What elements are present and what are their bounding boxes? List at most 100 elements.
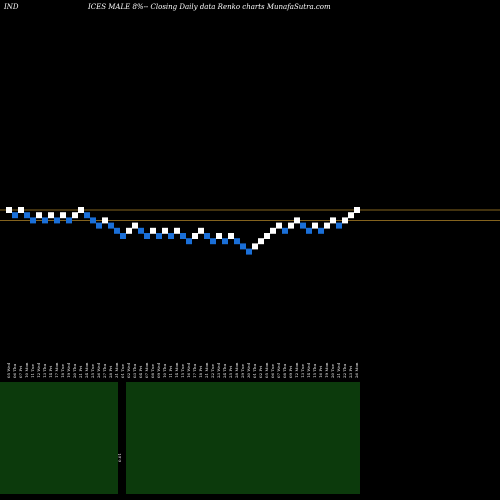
down-brick bbox=[84, 212, 90, 219]
x-tick-label: 19 Wed bbox=[66, 362, 71, 378]
up-brick bbox=[48, 212, 54, 219]
up-brick bbox=[252, 243, 258, 250]
x-tick-label: 16 Wed bbox=[186, 362, 191, 378]
x-tick-label: 21 Mon bbox=[204, 362, 209, 378]
x-tick-label: 06 Tue bbox=[270, 363, 275, 378]
x-tick-label: 25 Tue bbox=[90, 363, 95, 378]
down-brick bbox=[138, 227, 144, 234]
x-tick-label: 28 Fri bbox=[108, 365, 113, 378]
up-brick bbox=[312, 222, 318, 229]
down-brick bbox=[90, 217, 96, 224]
x-tick-label: 01 Tue bbox=[120, 363, 125, 378]
x-tick-label: 22 Thu bbox=[342, 363, 347, 378]
down-brick bbox=[204, 233, 210, 239]
up-brick bbox=[270, 227, 276, 234]
x-tick-label: 10 Mon bbox=[24, 362, 29, 378]
x-tick-label: 20 Thu bbox=[72, 363, 77, 378]
up-brick bbox=[174, 227, 180, 234]
up-brick bbox=[276, 222, 282, 229]
down-brick bbox=[282, 227, 288, 234]
up-brick bbox=[72, 212, 78, 219]
x-tick-label: 16 Fri bbox=[318, 365, 323, 378]
up-brick bbox=[288, 222, 294, 229]
up-brick bbox=[150, 227, 156, 234]
up-brick bbox=[198, 227, 204, 234]
down-brick bbox=[12, 212, 18, 219]
x-tick-label: 14 Wed bbox=[306, 362, 311, 378]
down-brick bbox=[186, 238, 192, 245]
x-tick-label: 19 Mon bbox=[324, 362, 329, 378]
down-brick bbox=[180, 233, 186, 239]
x-tick-label: 10 Thu bbox=[162, 363, 167, 378]
up-brick bbox=[330, 217, 336, 224]
x-tick-label: 09 Fri bbox=[288, 365, 293, 378]
x-tick-label: 21 Fri bbox=[78, 365, 83, 378]
down-brick bbox=[144, 233, 150, 239]
down-brick bbox=[234, 238, 240, 245]
down-brick bbox=[114, 227, 120, 234]
x-tick-label: 28 Mon bbox=[234, 362, 239, 378]
down-brick bbox=[300, 222, 306, 229]
down-brick bbox=[168, 233, 174, 239]
x-tick-label: 12 Mon bbox=[294, 362, 299, 378]
x-tick-label: 30 Wed bbox=[246, 362, 251, 378]
down-brick bbox=[54, 217, 60, 224]
up-brick bbox=[342, 217, 348, 224]
volume-value-label: 0.01 bbox=[117, 453, 122, 462]
down-brick bbox=[30, 217, 36, 224]
up-brick bbox=[6, 207, 12, 213]
down-brick bbox=[108, 222, 114, 229]
x-tick-label: 12 Wed bbox=[36, 362, 41, 378]
up-brick bbox=[102, 217, 108, 224]
x-tick-label: 18 Tue bbox=[60, 363, 65, 378]
x-tick-label: 02 Wed bbox=[126, 362, 131, 378]
x-tick-label: 29 Tue bbox=[240, 363, 245, 378]
down-brick bbox=[306, 227, 312, 234]
x-tick-label: 17 Thu bbox=[192, 363, 197, 378]
x-tick-label: 31 Mon bbox=[114, 362, 119, 378]
x-tick-label: 24 Mon bbox=[84, 362, 89, 378]
down-brick bbox=[246, 248, 252, 255]
chart-title: ICES MALE 8%-- Closing Daily data Renko … bbox=[88, 3, 331, 11]
x-tick-label: 03 Thu bbox=[132, 363, 137, 378]
up-brick bbox=[228, 233, 234, 239]
up-brick bbox=[192, 233, 198, 239]
down-brick bbox=[210, 238, 216, 245]
up-brick bbox=[354, 207, 360, 213]
down-brick bbox=[336, 222, 342, 229]
x-tick-label: 17 Mon bbox=[54, 362, 59, 378]
x-tick-label: 15 Thu bbox=[312, 363, 317, 378]
volume-panel-left bbox=[0, 382, 118, 494]
x-tick-label: 11 Fri bbox=[168, 365, 173, 378]
x-tick-label: 09 Wed bbox=[156, 362, 161, 378]
up-brick bbox=[132, 222, 138, 229]
up-brick bbox=[348, 212, 354, 219]
x-tick-label: 11 Tue bbox=[30, 363, 35, 378]
x-tick-label: 13 Tue bbox=[300, 363, 305, 378]
x-tick-label: 25 Fri bbox=[228, 365, 233, 378]
down-brick bbox=[96, 222, 102, 229]
x-tick-label: 23 Fri bbox=[348, 365, 353, 378]
x-tick-label: 06 Thu bbox=[12, 363, 17, 378]
up-brick bbox=[216, 233, 222, 239]
x-tick-label: 04 Fri bbox=[138, 365, 143, 378]
up-brick bbox=[324, 222, 330, 229]
up-brick bbox=[294, 217, 300, 224]
x-tick-label: 02 Fri bbox=[258, 365, 263, 378]
x-tick-label: 08 Thu bbox=[282, 363, 287, 378]
x-tick-label: 05 Wed bbox=[6, 362, 11, 378]
x-tick-label: 14 Mon bbox=[174, 362, 179, 378]
x-tick-label: 08 Tue bbox=[150, 363, 155, 378]
volume-panel-right bbox=[126, 382, 360, 494]
x-tick-label: 24 Thu bbox=[222, 363, 227, 378]
x-tick-label: 14 Fri bbox=[48, 365, 53, 378]
up-brick bbox=[78, 207, 84, 213]
x-tick-label: 07 Fri bbox=[18, 365, 23, 378]
up-brick bbox=[36, 212, 42, 219]
up-brick bbox=[162, 227, 168, 234]
up-brick bbox=[60, 212, 66, 219]
x-tick-label: 22 Tue bbox=[210, 363, 215, 378]
x-tick-label: 21 Wed bbox=[336, 362, 341, 378]
